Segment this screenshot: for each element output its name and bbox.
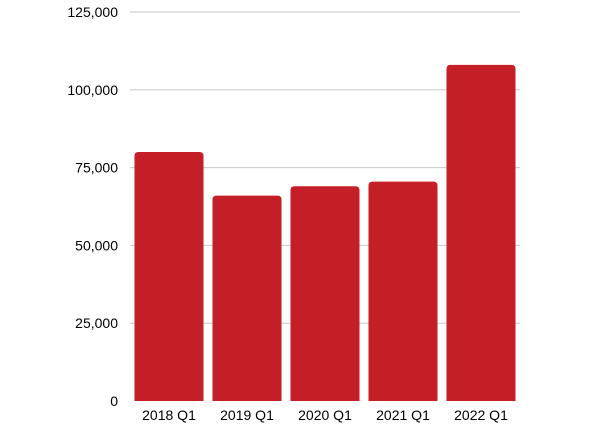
x-tick-label: 2019 Q1 bbox=[220, 407, 274, 423]
y-tick-label: 75,000 bbox=[75, 160, 118, 176]
bar bbox=[212, 195, 282, 401]
bars bbox=[134, 64, 516, 402]
x-tick-label: 2021 Q1 bbox=[376, 407, 430, 423]
x-axis-tick-labels: 2018 Q1 2019 Q1 2020 Q1 2021 Q1 2022 Q1 bbox=[142, 407, 508, 423]
y-tick-label: 125,000 bbox=[67, 4, 118, 20]
y-tick-label: 50,000 bbox=[75, 237, 118, 253]
bar bbox=[134, 152, 204, 401]
y-axis-tick-labels: 0 25,000 50,000 75,000 100,000 125,000 bbox=[67, 4, 118, 409]
bar bbox=[290, 186, 360, 401]
bar bbox=[446, 64, 516, 402]
y-tick-label: 0 bbox=[110, 393, 118, 409]
x-tick-label: 2020 Q1 bbox=[298, 407, 352, 423]
y-tick-label: 100,000 bbox=[67, 82, 118, 98]
x-tick-label: 2018 Q1 bbox=[142, 407, 196, 423]
bar bbox=[368, 181, 438, 401]
y-tick-label: 25,000 bbox=[75, 315, 118, 331]
x-tick-label: 2022 Q1 bbox=[454, 407, 508, 423]
